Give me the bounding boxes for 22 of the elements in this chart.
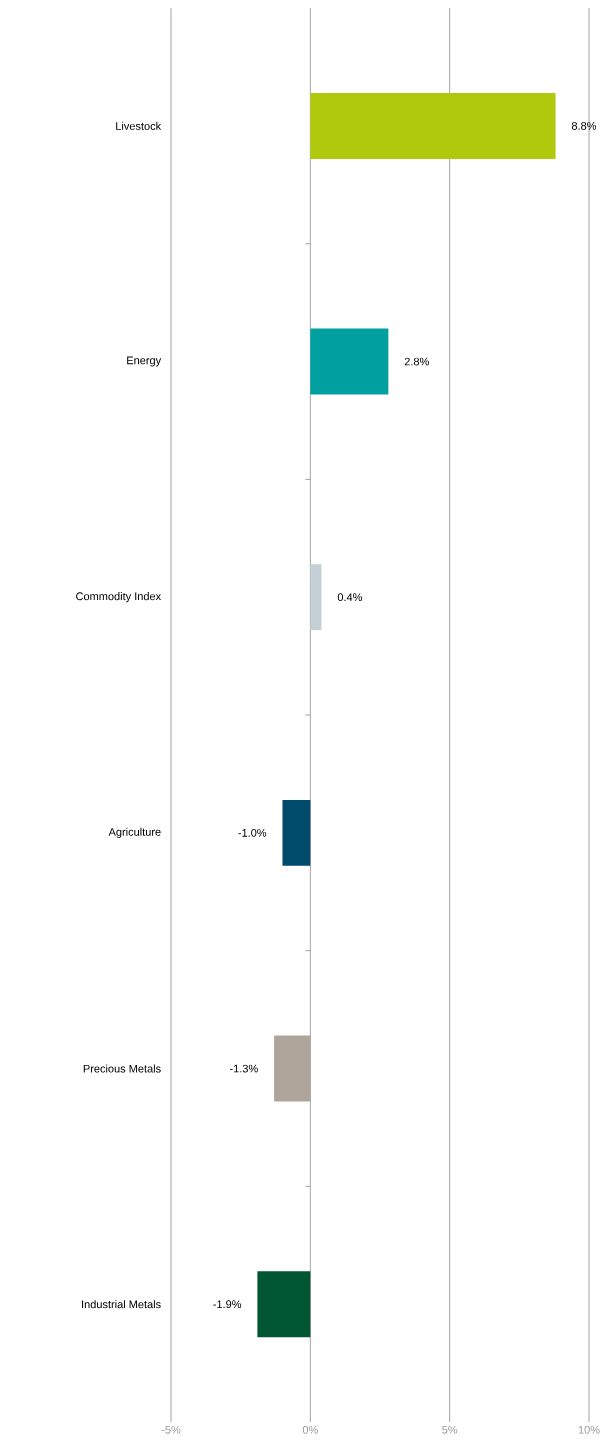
bar bbox=[310, 92, 556, 159]
bar bbox=[310, 328, 389, 395]
x-tick-label: 10% bbox=[578, 1425, 600, 1434]
data-label: 2.8% bbox=[404, 357, 429, 366]
y-tick-label: Energy bbox=[127, 356, 162, 367]
data-label: 8.8% bbox=[571, 121, 597, 130]
x-tick-label: 0% bbox=[302, 1425, 318, 1434]
bar bbox=[282, 799, 311, 866]
y-tick-label: Industrial Metals bbox=[82, 1300, 161, 1309]
x-tick-label: 5% bbox=[442, 1425, 458, 1434]
y-tick-label: Agriculture bbox=[108, 827, 161, 838]
bar bbox=[310, 564, 322, 631]
bar bbox=[257, 1271, 311, 1338]
data-label: -1.0% bbox=[238, 828, 267, 837]
x-tick-label: -5% bbox=[161, 1425, 181, 1434]
data-label: 0.4% bbox=[337, 593, 363, 602]
data-label: -1.3% bbox=[229, 1064, 258, 1073]
y-tick-label: Commodity Index bbox=[76, 592, 161, 603]
y-tick-label: Livestock bbox=[116, 121, 162, 130]
bar bbox=[274, 1035, 311, 1102]
data-label: -1.9% bbox=[213, 1300, 242, 1309]
y-tick-label: Precious Metals bbox=[83, 1064, 161, 1073]
